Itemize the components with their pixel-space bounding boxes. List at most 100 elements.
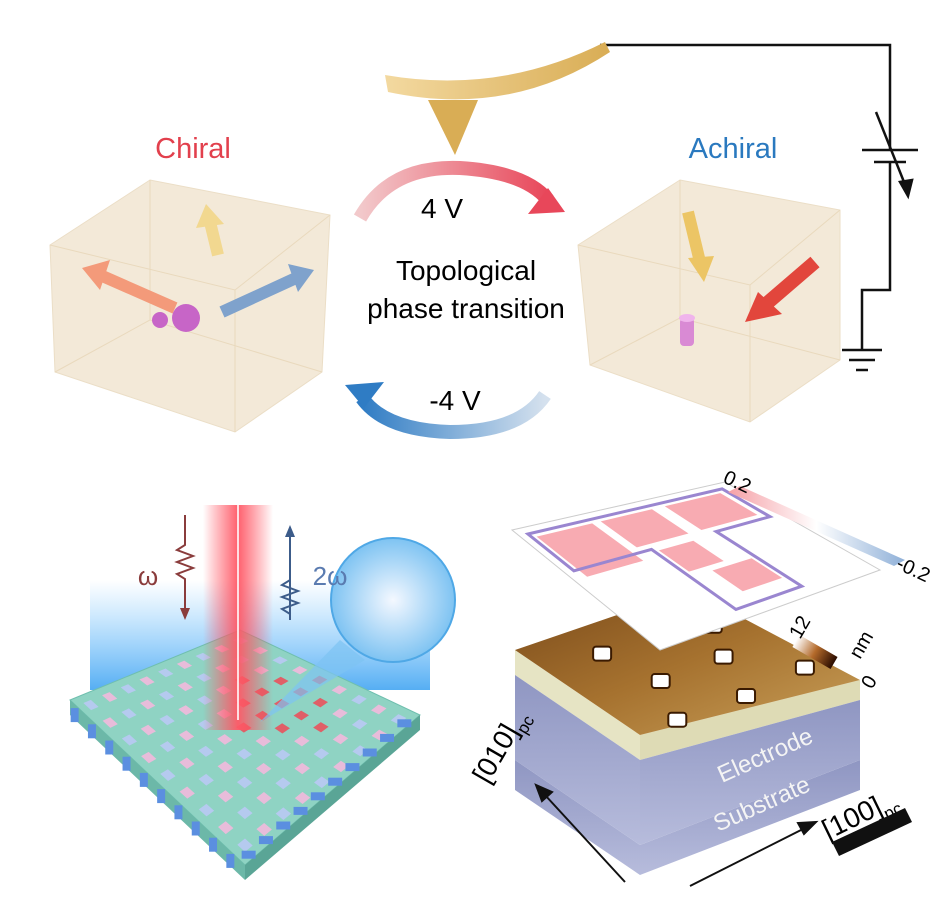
transition-label: phase transition [367, 293, 565, 324]
achiral-label: Achiral [689, 133, 778, 165]
lattice-block [237, 806, 253, 820]
pfm-domain [658, 540, 724, 572]
lattice-beam [276, 821, 291, 830]
zoom-circle [330, 537, 456, 663]
lattice-block [352, 745, 368, 757]
surface-dot [736, 687, 757, 704]
lattice-block [351, 719, 368, 730]
lattice-block [292, 666, 308, 675]
lattice-block [274, 723, 290, 734]
lattice-block [217, 734, 233, 745]
lattice-block [198, 773, 214, 786]
zoom-cone [260, 640, 365, 722]
lattice-beam [174, 805, 183, 820]
lattice-block [294, 735, 310, 747]
resistors [174, 515, 301, 620]
lattice-beam [139, 772, 148, 787]
lattice-block [313, 722, 329, 733]
two-omega-label: 2ω [313, 561, 348, 591]
wire [600, 43, 892, 350]
lattice-block [255, 762, 272, 775]
scale-bar [832, 808, 912, 856]
lattice-block [198, 803, 215, 817]
lattice-block [313, 748, 330, 760]
height-unit: nm [845, 627, 878, 662]
lattice-beam [226, 853, 235, 868]
arrow-head [528, 188, 565, 214]
arrow-head [898, 178, 914, 200]
lattice-block [217, 790, 234, 803]
lattice-block [121, 734, 138, 746]
lattice-block [333, 760, 349, 773]
height-max: 12 [785, 612, 815, 642]
lattice-beam [258, 836, 273, 845]
lattice-beam [397, 719, 412, 728]
lattice-block [140, 699, 156, 710]
pfm-domain [664, 493, 758, 530]
lattice-block [294, 791, 311, 805]
forward-arrow [353, 160, 554, 222]
lattice-block [179, 757, 195, 769]
lattice-block [294, 762, 310, 775]
lattice-block [371, 729, 388, 741]
lattice-block [256, 792, 272, 805]
pfm-sheet [510, 481, 882, 651]
lattice-beam [380, 733, 395, 742]
lattice-beam [310, 792, 325, 801]
lattice-block [332, 708, 348, 719]
lattice-block [83, 699, 99, 711]
lattice-beam [328, 777, 343, 786]
surface-dot [713, 648, 734, 665]
lattice-beam [362, 748, 377, 757]
lattice-block [176, 660, 193, 669]
lattice-block [236, 776, 253, 789]
surface-dot [650, 673, 671, 690]
lattice-block [179, 786, 195, 799]
pfm-domain [712, 558, 783, 592]
lattice-block [160, 769, 176, 781]
lattice-block [198, 745, 214, 757]
variable-arrow [874, 111, 910, 193]
lattice-beam [122, 756, 131, 771]
lattice-block [159, 741, 176, 753]
lattice-beam [345, 763, 360, 772]
lattice-block [121, 708, 137, 719]
lattice-block [332, 733, 349, 745]
pfm-outline [524, 487, 806, 612]
cantilever [385, 42, 610, 100]
lattice-block [102, 692, 118, 702]
pfm-domain [536, 523, 644, 577]
achiral-cube [577, 179, 841, 423]
lattice-block [256, 822, 272, 836]
lattice-block [158, 690, 175, 701]
lattice-block [177, 682, 193, 692]
lattice-beam [241, 850, 256, 859]
lattice-block [139, 676, 155, 686]
lattice-block [141, 751, 157, 764]
lattice-block [178, 705, 194, 716]
lattice-beam [157, 789, 166, 804]
lattice-block [314, 776, 330, 789]
voltage-label: 4 V [421, 193, 463, 224]
lattice-beam [70, 708, 79, 723]
omega-label: ω [138, 561, 158, 591]
lattice-beam [191, 821, 200, 836]
tip [428, 100, 478, 155]
lattice-block [351, 694, 367, 705]
colorbar [728, 486, 905, 566]
lattice-block [120, 684, 136, 694]
lattice-block [140, 724, 156, 736]
lattice-block [217, 761, 233, 773]
lattice-block [275, 807, 292, 820]
axes [534, 783, 819, 887]
lattice [69, 629, 421, 880]
lattice-block [370, 704, 387, 715]
lattice-block [272, 656, 288, 665]
surface-dot [592, 645, 613, 662]
lattice-block [159, 715, 175, 726]
lattice-block [275, 749, 291, 761]
lattice-block [236, 748, 252, 760]
pfm-domain [600, 509, 689, 548]
height-colorbar [792, 634, 838, 670]
